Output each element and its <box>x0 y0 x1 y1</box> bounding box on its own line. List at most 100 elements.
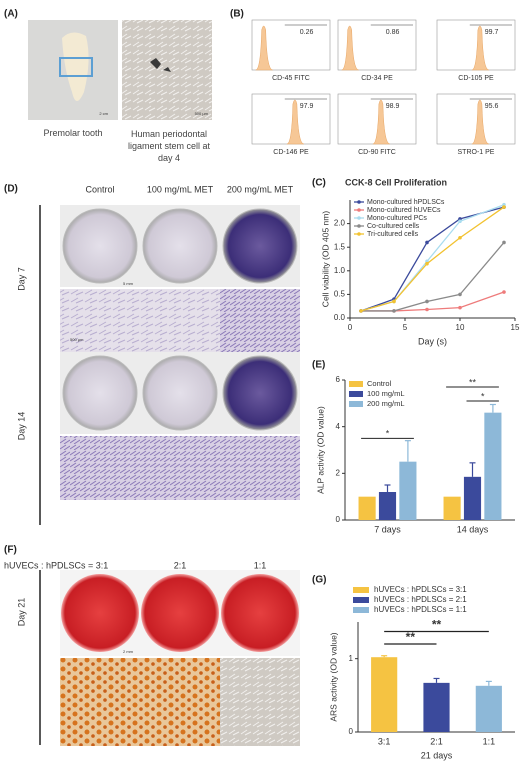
bar <box>443 496 461 520</box>
histogram-frame <box>337 19 417 71</box>
histogram-peak <box>255 25 273 71</box>
point <box>392 309 396 313</box>
chart-title: CCK-8 Cell Proliferation <box>345 177 447 187</box>
x-tick-label: 0 <box>348 323 353 332</box>
micrograph <box>140 436 220 500</box>
x-tick-label: 2:1 <box>430 736 443 746</box>
legend-label: Mono-cultured hPDLSCs <box>367 199 445 206</box>
dish <box>62 355 138 431</box>
legend-label: Mono-cultured PCs <box>367 215 427 222</box>
micrograph <box>140 289 220 353</box>
significance-label: ** <box>432 618 442 632</box>
panel-label: (A) <box>4 9 18 20</box>
panel-label: (C) <box>312 178 326 189</box>
y-tick-label: 2 <box>336 468 341 477</box>
significance-label: ** <box>406 630 416 644</box>
histogram-peak <box>471 25 489 71</box>
legend-swatch <box>357 200 361 204</box>
point <box>425 240 429 245</box>
bar <box>378 492 397 520</box>
legend-swatch <box>357 224 361 228</box>
point <box>458 219 462 224</box>
legend-swatch <box>357 208 361 212</box>
tissue <box>150 58 171 72</box>
dish <box>142 355 218 431</box>
highlight-box <box>59 57 93 77</box>
histogram-peak <box>471 99 489 145</box>
point <box>458 305 462 310</box>
point <box>458 235 462 240</box>
y-tick-label: 0.5 <box>334 290 346 299</box>
micrograph <box>140 658 220 746</box>
column-header: Control <box>85 184 114 194</box>
caption: Premolar tooth <box>43 128 103 138</box>
histogram-peak <box>286 99 304 145</box>
y-tick-label: 2.0 <box>334 219 346 228</box>
histogram-peak <box>372 99 390 145</box>
bar <box>371 657 398 732</box>
y-tick-label: 6 <box>336 375 341 384</box>
row-label: Day 14 <box>16 412 26 441</box>
x-axis-label: Day (s) <box>418 336 447 346</box>
x-tick-label: 10 <box>456 323 465 332</box>
x-tick-label: 7 days <box>374 524 401 534</box>
series-line <box>361 291 505 312</box>
dish <box>61 574 139 652</box>
bar <box>484 412 502 520</box>
dish <box>221 574 299 652</box>
legend-label: Co-cultured cells <box>367 223 420 230</box>
micrograph <box>220 436 300 500</box>
gate-percent: 95.6 <box>485 103 499 110</box>
legend-swatch <box>357 216 361 220</box>
y-axis-label: ARS activity (OD value) <box>328 632 338 721</box>
y-tick-label: 1.5 <box>334 242 346 251</box>
bar <box>463 476 482 520</box>
panel-label: (B) <box>230 9 244 20</box>
legend-label: Tri-cultured cells <box>367 231 419 238</box>
scale-bar-label: 2 mm <box>123 649 134 654</box>
marker-label: STRO-1 PE <box>458 149 495 156</box>
column-header: 100 mg/mL MET <box>147 184 214 194</box>
row-label: Day 7 <box>16 267 26 291</box>
legend-swatch <box>357 232 361 236</box>
point <box>458 292 462 297</box>
scale-bar-label: 500 µm <box>70 337 84 342</box>
column-header: 2:1 <box>174 560 187 570</box>
bar <box>475 685 502 732</box>
x-tick-label: 5 <box>403 323 408 332</box>
series-line <box>361 242 505 312</box>
point <box>425 299 429 304</box>
y-tick-label: 0 <box>349 727 354 736</box>
y-axis-label: ALP activity (OD value) <box>315 406 325 494</box>
legend-swatch <box>353 597 369 603</box>
y-tick-label: 1 <box>349 654 354 663</box>
legend-swatch <box>353 587 369 593</box>
legend-label: hUVECs : hPDLSCs = 1:1 <box>374 605 467 614</box>
point <box>502 240 506 245</box>
caption: Human periodontal ligament stem cell at … <box>127 129 211 163</box>
marker-label: CD-90 FITC <box>358 149 396 156</box>
x-axis-label: 21 days <box>421 750 453 760</box>
point <box>425 261 429 266</box>
gate-percent: 99.7 <box>485 29 499 36</box>
significance-label: * <box>386 429 390 439</box>
legend-swatch <box>349 381 363 387</box>
scale-bar-label: 500 µm <box>195 111 209 116</box>
point <box>502 205 506 209</box>
legend-swatch <box>349 401 363 407</box>
marker-label: CD-105 PE <box>458 75 494 82</box>
marker-label: CD-34 PE <box>361 75 393 82</box>
legend-label: hUVECs : hPDLSCs = 3:1 <box>374 585 467 594</box>
y-tick-label: 1.0 <box>334 266 346 275</box>
micrograph <box>60 658 140 746</box>
panel-label: (G) <box>312 575 326 586</box>
significance-label: ** <box>469 377 477 387</box>
legend-label: 200 mg/mL <box>367 399 405 408</box>
x-tick-label: 3:1 <box>378 736 391 746</box>
tooth <box>62 32 89 101</box>
gate-percent: 98.9 <box>386 103 400 110</box>
row-label: Day 21 <box>16 598 26 627</box>
point <box>359 309 363 313</box>
y-axis-label: Cell viability (OD 405 nm) <box>320 211 330 308</box>
